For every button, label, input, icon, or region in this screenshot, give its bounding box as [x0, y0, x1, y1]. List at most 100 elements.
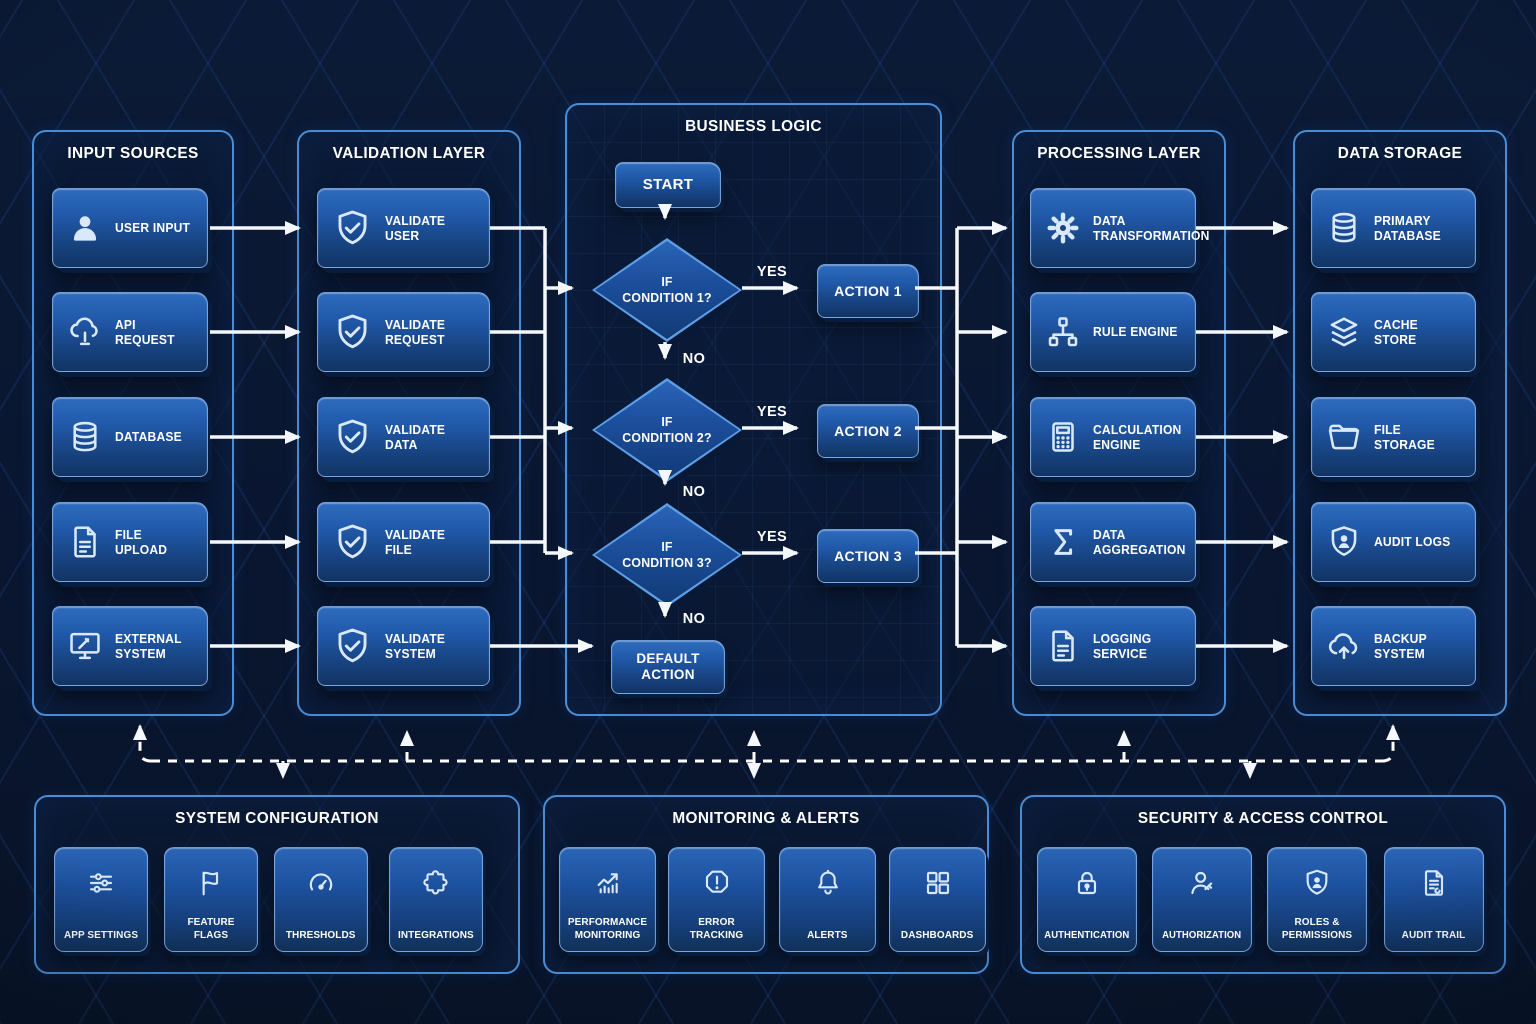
panel-title: INPUT SOURCES — [67, 145, 199, 162]
tile-feature-flags: FEATURE FLAGS — [164, 847, 258, 952]
node-label: RULE ENGINE — [1093, 324, 1178, 340]
node-label: VALIDATE FILE — [385, 526, 446, 557]
shield-check-icon — [331, 207, 374, 250]
node-validate-system: VALIDATE SYSTEM — [317, 606, 490, 686]
flag-icon — [195, 867, 227, 899]
panel-title: SYSTEM CONFIGURATION — [175, 810, 379, 827]
node-validate-data: VALIDATE DATA — [317, 397, 490, 477]
node-label: USER INPUT — [115, 220, 191, 236]
panel-title: VALIDATION LAYER — [332, 145, 486, 162]
node-database: DATABASE — [52, 397, 208, 477]
dashed-arrow-to-input-sources — [133, 724, 152, 763]
start-label: START — [642, 176, 694, 194]
start-node: START — [615, 162, 721, 208]
tile-app-settings: APP SETTINGS — [54, 847, 148, 952]
node-label: DATA TRANSFORMATION — [1093, 212, 1210, 243]
tile-authentication: AUTHENTICATION — [1037, 847, 1137, 952]
no-label-1: NO — [682, 351, 706, 367]
node-label: LOGGING SERVICE — [1093, 630, 1152, 661]
log-document-icon — [1044, 627, 1082, 665]
node-validate-user: VALIDATE USER — [317, 188, 490, 268]
user-key-icon — [1186, 867, 1218, 899]
node-label: DATABASE — [115, 429, 182, 445]
node-label: BACKUP SYSTEM — [1374, 630, 1427, 661]
node-data-aggregation: DATA AGGREGATION — [1030, 502, 1196, 582]
panel-business-logic: BUSINESS LOGIC START IF CONDITION 1? IF CO… — [565, 103, 942, 716]
dashed-arrow-to-data-storage — [1381, 724, 1400, 763]
shield-user-icon — [1325, 523, 1363, 561]
node-label: FILE STORAGE — [1374, 421, 1435, 452]
gauge-icon — [305, 867, 337, 899]
database-icon — [66, 418, 104, 456]
node-label: DATA AGGREGATION — [1093, 526, 1186, 557]
node-label: VALIDATE DATA — [385, 421, 446, 452]
default-action-node: DEFAULT ACTION — [611, 640, 725, 694]
calculator-icon — [1044, 418, 1082, 456]
node-label: EXTERNAL SYSTEM — [115, 630, 182, 661]
node-label: CALCULATION ENGINE — [1093, 421, 1182, 452]
decision-condition-2: IF CONDITION 2? — [592, 378, 742, 482]
shield-check-icon — [331, 416, 374, 459]
no-label-2: NO — [682, 484, 706, 500]
node-label: PRIMARY DATABASE — [1374, 212, 1441, 243]
external-system-icon — [66, 627, 104, 665]
panel-title: MONITORING & ALERTS — [672, 810, 860, 827]
panel-title: DATA STORAGE — [1337, 145, 1463, 162]
cloud-upload-icon — [1325, 627, 1363, 665]
folder-icon — [1325, 418, 1363, 456]
user-icon — [66, 209, 104, 247]
tile-alerts: ALERTS — [779, 847, 876, 952]
bell-icon — [812, 867, 844, 899]
node-user-input: USER INPUT — [52, 188, 208, 268]
tile-audit-trail: AUDIT TRAIL — [1384, 847, 1484, 952]
puzzle-icon — [420, 867, 452, 899]
panel-title: PROCESSING LAYER — [1037, 145, 1201, 162]
node-label: CACHE STORE — [1374, 316, 1418, 347]
node-label: VALIDATE SYSTEM — [385, 630, 446, 661]
tile-roles-permissions: ROLES & PERMISSIONS — [1267, 847, 1367, 952]
lock-icon — [1071, 867, 1103, 899]
error-octagon-icon — [701, 867, 733, 899]
node-cache-store: CACHE STORE — [1311, 292, 1476, 372]
chart-up-icon — [592, 867, 624, 899]
audit-document-icon — [1418, 867, 1450, 899]
action-1-node: ACTION 1 — [817, 264, 919, 318]
node-calculation-engine: CALCULATION ENGINE — [1030, 397, 1196, 477]
node-data-transformation: DATA TRANSFORMATION — [1030, 188, 1209, 268]
yes-label-3: YES — [756, 529, 788, 545]
node-validate-file: VALIDATE FILE — [317, 502, 490, 582]
node-label: VALIDATE REQUEST — [385, 316, 446, 347]
node-backup-system: BACKUP SYSTEM — [1311, 606, 1476, 686]
cloud-api-icon — [66, 313, 104, 351]
panel-security-access-control: SECURITY & ACCESS CONTROL AUTHENTICATION… — [1020, 795, 1506, 974]
shield-check-icon — [331, 311, 374, 354]
yes-label-1: YES — [756, 264, 788, 280]
node-file-storage: FILE STORAGE — [1311, 397, 1476, 477]
panel-monitoring-alerts: MONITORING & ALERTS PERFORMANCE MONITORI… — [543, 795, 989, 974]
node-label: VALIDATE USER — [385, 212, 446, 243]
no-label-3: NO — [682, 611, 706, 627]
panel-title: BUSINESS LOGIC — [685, 118, 822, 135]
node-label: FILE UPLOAD — [115, 526, 168, 557]
node-api-request: API REQUEST — [52, 292, 208, 372]
sliders-icon — [85, 867, 117, 899]
yes-label-2: YES — [756, 404, 788, 420]
node-primary-database: PRIMARY DATABASE — [1311, 188, 1476, 268]
shield-user-icon — [1301, 867, 1333, 899]
layers-icon — [1325, 313, 1363, 351]
tile-integrations: INTEGRATIONS — [389, 847, 483, 952]
tile-performance-monitoring: PERFORMANCE MONITORING — [559, 847, 656, 952]
node-file-upload: FILE UPLOAD — [52, 502, 208, 582]
node-label: AUDIT LOGS — [1374, 534, 1451, 550]
node-label: API REQUEST — [115, 316, 175, 347]
tile-dashboards: DASHBOARDS — [889, 847, 986, 952]
node-rule-engine: RULE ENGINE — [1030, 292, 1196, 372]
panel-system-configuration: SYSTEM CONFIGURATION APP SETTINGS FEATUR… — [34, 795, 520, 974]
node-validate-request: VALIDATE REQUEST — [317, 292, 490, 372]
node-logging-service: LOGGING SERVICE — [1030, 606, 1196, 686]
hierarchy-icon — [1044, 313, 1082, 351]
tile-authorization: AUTHORIZATION — [1152, 847, 1252, 952]
decision-condition-3: IF CONDITION 3? — [592, 503, 742, 607]
decision-condition-1: IF CONDITION 1? — [592, 238, 742, 342]
